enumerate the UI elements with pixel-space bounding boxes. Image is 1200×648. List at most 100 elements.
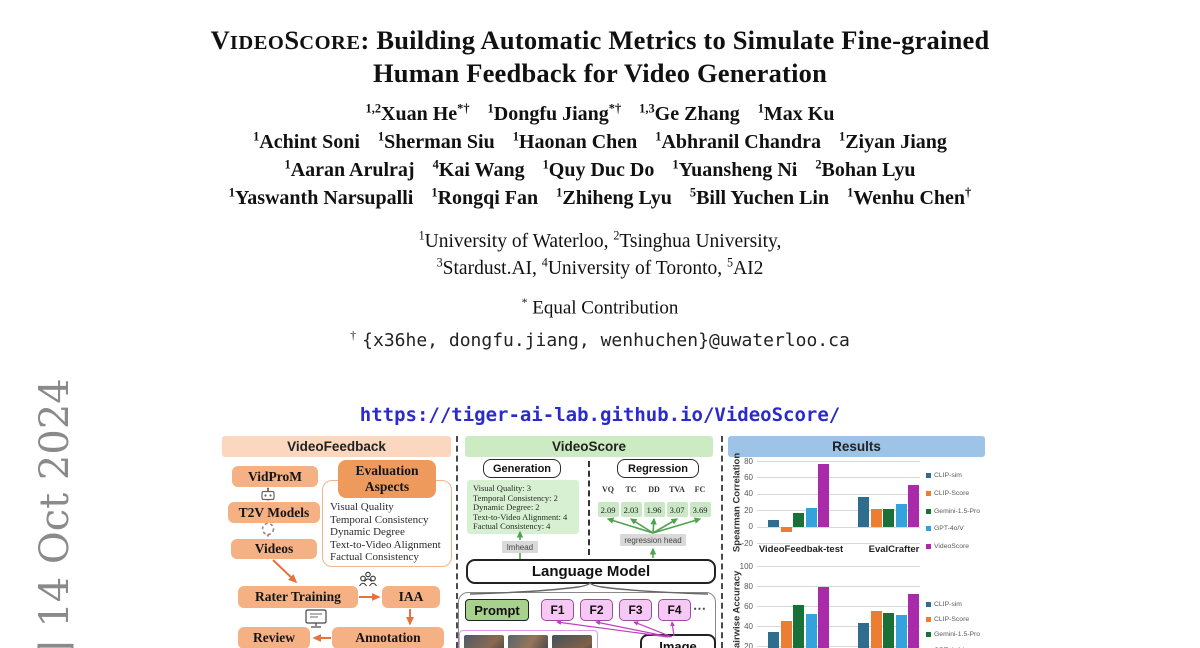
dimension-score-box: 1.96 xyxy=(643,502,665,517)
iaa-box: IAA xyxy=(382,586,440,608)
affiliation-text: AI2 xyxy=(733,257,764,279)
author: 5Bill Yuchen Lin xyxy=(689,185,830,209)
author-name: Xuan He xyxy=(381,102,458,125)
author: 1,3Ge Zhang xyxy=(639,101,740,125)
rater-training-box: Rater Training xyxy=(238,586,358,608)
chart-gridline xyxy=(757,543,920,544)
chart-gridline xyxy=(757,461,920,462)
author-affiliation-sup: 1 xyxy=(512,129,519,143)
title-smallcaps-cap: S xyxy=(284,25,300,55)
author-name: Sherman Siu xyxy=(384,130,495,153)
legend-item-CLIP-sim: CLIP-sim xyxy=(926,601,962,608)
chart-bar-VideoScore xyxy=(818,587,829,648)
author-contribution-mark: *† xyxy=(608,101,622,115)
affiliations-line-2: 3Stardust.AI, 4University of Toronto, 5A… xyxy=(0,255,1200,280)
aspect-item: Temporal Consistency xyxy=(330,513,429,526)
contact-email: † {x36he, dongfu.jiang, wenhuchen}@uwater… xyxy=(0,328,1200,351)
aspect-item: Visual Quality xyxy=(330,501,394,513)
legend-label: Gemini-1.5-Pro xyxy=(934,631,981,639)
chart-bar-GPT-4o/V xyxy=(895,615,907,648)
videofeedback-panel-header: VideoFeedback xyxy=(222,436,451,457)
equal-contribution-text: Equal Contribution xyxy=(532,297,679,319)
evaluation-title-line2: Aspects xyxy=(364,479,410,494)
language-model-box: Language Model xyxy=(466,559,716,584)
chart-bar-VideoScore xyxy=(818,464,829,527)
dimension-score-box: 3.07 xyxy=(666,502,688,517)
generation-score-line: Text-to-Video Alignment: 4 xyxy=(473,511,568,522)
t2v-models-box: T2V Models xyxy=(228,502,320,523)
author: 1Yaswanth Narsupalli xyxy=(228,185,414,209)
frame-token-f4: F4 xyxy=(658,599,691,621)
author-name: Kai Wang xyxy=(438,158,525,181)
dimension-label: VQ xyxy=(602,485,614,494)
legend-label: CLIP-sim xyxy=(934,472,962,479)
chart-gridline xyxy=(757,646,920,647)
frame-ellipsis: ⋯ xyxy=(693,601,706,616)
chart-bar-CLIP-Score xyxy=(780,621,792,648)
chart-bar-CLIP-sim xyxy=(768,520,779,527)
legend-swatch xyxy=(926,632,931,638)
author-affiliation-sup: 1 xyxy=(672,157,679,171)
chart-bar-CLIP-sim xyxy=(858,623,869,648)
affiliation-text: Stardust.AI, xyxy=(442,257,542,279)
legend-swatch xyxy=(926,526,931,532)
review-box: Review xyxy=(238,627,310,648)
chart-gridline xyxy=(757,586,920,587)
chart-ytick-label: 40 xyxy=(744,489,753,499)
author: 1Dongfu Jiang*† xyxy=(488,101,622,125)
author-affiliation-sup: 1 xyxy=(847,185,854,199)
author-name: Bill Yuchen Lin xyxy=(696,186,830,209)
video-frame-thumbnail-2 xyxy=(508,635,548,648)
generation-regression-divider xyxy=(588,461,590,555)
chart-bar-Gemini-1.5-Pro xyxy=(793,513,804,527)
author-affiliation-sup: 5 xyxy=(689,185,697,199)
chart-bar-CLIP-sim xyxy=(768,632,779,648)
dagger-mark: † xyxy=(350,328,357,342)
project-url-link[interactable]: https://tiger-ai-lab.github.io/VideoScor… xyxy=(359,404,841,426)
author-affiliation-sup: 1 xyxy=(655,129,662,143)
author-affiliation-sup: 1 xyxy=(838,129,846,143)
affiliation-text: University of Toronto, xyxy=(547,257,728,279)
author: 1Zhiheng Lyu xyxy=(556,185,672,209)
author-name: Bohan Lyu xyxy=(821,158,916,181)
dimension-label: TC xyxy=(625,485,637,494)
chart-gridline xyxy=(757,477,920,479)
author-affiliation-sup: 1 xyxy=(542,157,549,171)
video-frame-thumbnail-3 xyxy=(552,635,592,648)
author: 4Kai Wang xyxy=(433,157,525,181)
paper-title-line1: VIDEOSCORE: Building Automatic Metrics t… xyxy=(0,25,1200,56)
legend-item-Gemini-1.5-Pro: Gemini-1.5-Pro xyxy=(926,631,980,638)
chart-ytick-label: 80 xyxy=(744,456,753,466)
title-rest: : Building Automatic Metrics to Simulate… xyxy=(360,25,990,55)
author-affiliation-sup: 1 xyxy=(228,185,235,199)
chart-ytick-label: 20 xyxy=(744,641,753,648)
legend-label: GPT-4o/V xyxy=(934,647,964,648)
legend-swatch xyxy=(926,544,931,550)
author: 1Aaran Arulraj xyxy=(284,157,415,181)
author-name: Quy Duc Do xyxy=(548,158,655,181)
chart-gridline xyxy=(757,626,920,627)
frame-token-f3: F3 xyxy=(619,599,652,621)
author-affiliation-sup: 1,3 xyxy=(639,101,655,115)
author: 1Yuansheng Ni xyxy=(672,157,797,181)
chart-bar-Gemini-1.5-Pro xyxy=(883,508,894,527)
dimension-label: TVA xyxy=(669,485,685,494)
chart-category-label: VideoFeedbak-test xyxy=(758,544,844,555)
chart-bar-CLIP-Score xyxy=(780,526,792,533)
chart-ytick-label: -20 xyxy=(741,538,753,548)
author-affiliation-sup: 1 xyxy=(284,157,291,171)
authors-line-1: 1,2Xuan He*† 1Dongfu Jiang*† 1,3Ge Zhang 1M… xyxy=(0,101,1200,126)
legend-item-CLIP-sim: CLIP-sim xyxy=(926,472,962,479)
affiliation-segment: 1University of Waterloo, xyxy=(419,228,614,252)
generation-score-line: Visual Quality: 3 xyxy=(473,483,532,493)
legend-label: CLIP-Score xyxy=(934,489,970,497)
affiliation-sup: 4 xyxy=(541,255,548,269)
legend-swatch xyxy=(926,508,931,514)
generation-scores: Visual Quality: 3 Temporal Consistency: 2… xyxy=(467,480,579,534)
project-url-row: https://tiger-ai-lab.github.io/VideoScor… xyxy=(0,404,1200,426)
chart-ytick-label: 80 xyxy=(744,581,753,591)
frame-token-f2: F2 xyxy=(580,599,613,621)
dimension-label: FC xyxy=(694,485,706,494)
author: 1,2Xuan He*† xyxy=(366,101,470,125)
